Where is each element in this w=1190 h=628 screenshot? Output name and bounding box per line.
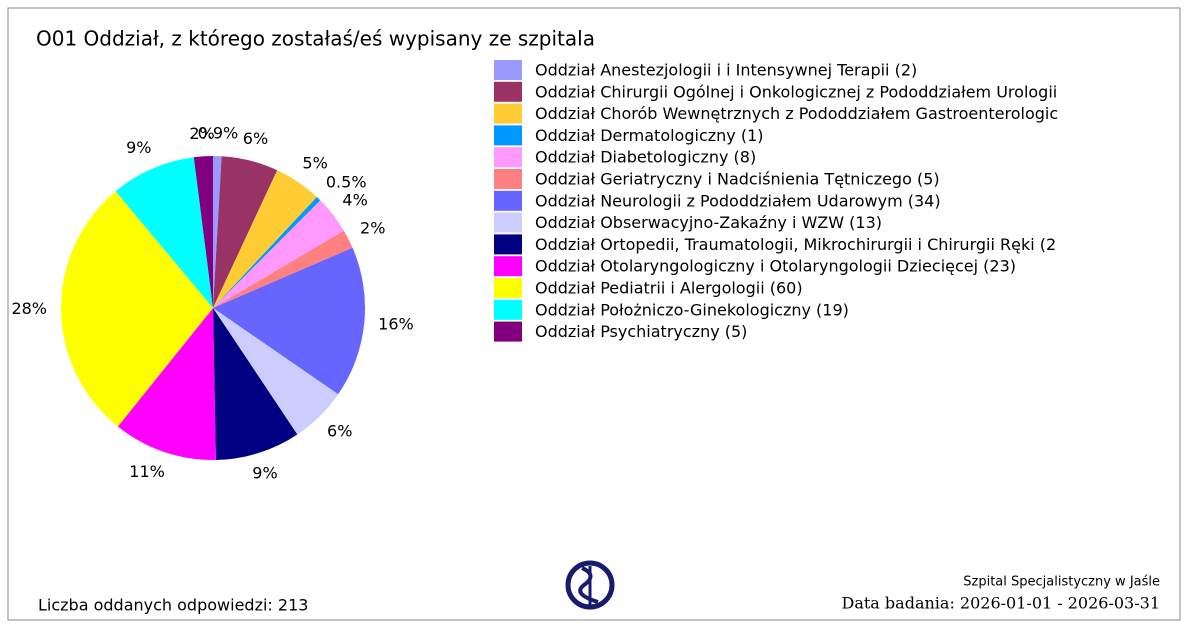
legend-swatch bbox=[494, 81, 522, 102]
legend-swatch bbox=[494, 299, 522, 320]
pie-slice bbox=[213, 247, 365, 395]
pie-slice bbox=[213, 170, 317, 308]
legend-label: Oddział Położniczo-Ginekologiczny (19) bbox=[535, 300, 849, 319]
legend-swatch bbox=[494, 147, 522, 168]
legend-swatch bbox=[494, 321, 522, 342]
pie-slice bbox=[115, 157, 213, 308]
pie-slice bbox=[117, 308, 216, 460]
pie-slice bbox=[213, 156, 278, 308]
pie-slice bbox=[213, 308, 298, 460]
data-label: 28% bbox=[11, 299, 47, 318]
legend-label: Oddział Diabetologiczny (8) bbox=[535, 148, 756, 167]
hospital: Szpital Specjalistyczny w Jaśle bbox=[963, 575, 1160, 590]
legend-swatch bbox=[494, 234, 522, 255]
data-label: 9% bbox=[252, 464, 277, 483]
pie-slice bbox=[213, 200, 344, 308]
legend-swatch bbox=[494, 190, 522, 211]
legend-label: Oddział Psychiatryczny (5) bbox=[535, 322, 747, 341]
legend-label: Oddział Anestezjologii i i Intensywnej T… bbox=[535, 61, 917, 80]
pie-slice bbox=[213, 156, 222, 308]
legend-swatch bbox=[494, 60, 522, 80]
legend-label: Oddział Obserwacyjno-Zakaźny i WZW (13) bbox=[535, 213, 882, 232]
responses: Liczba oddanych odpowiedzi: 213 bbox=[38, 596, 308, 615]
chart-title: O01 Oddział, z którego zostałaś/eś wypis… bbox=[36, 27, 595, 51]
pie-slice bbox=[60, 191, 214, 427]
legend-label: Oddział Chorób Wewnętrznych z Pododdział… bbox=[535, 104, 1058, 123]
legend-swatch bbox=[494, 256, 522, 277]
legend: Oddział Anestezjologii i i Intensywnej T… bbox=[494, 60, 1058, 342]
survey-date: Data badania: 2026-01-01 - 2026-03-31 bbox=[842, 594, 1161, 613]
data-label: 2% bbox=[189, 124, 214, 143]
legend-label: Oddział Geriatryczny i Nadciśnienia Tętn… bbox=[535, 170, 940, 189]
data-label: 6% bbox=[327, 422, 352, 441]
pie-slice bbox=[193, 156, 213, 308]
data-label: 0.9% bbox=[198, 124, 239, 143]
data-label: 2% bbox=[360, 219, 385, 238]
data-label: 5% bbox=[302, 153, 327, 172]
legend-swatch bbox=[494, 103, 522, 124]
legend-label: Oddział Ortopedii, Traumatologii, Mikroc… bbox=[535, 235, 1056, 254]
legend-swatch bbox=[494, 125, 522, 146]
data-label: 9% bbox=[126, 138, 151, 157]
pie-slice bbox=[213, 197, 321, 308]
logo bbox=[565, 560, 615, 610]
data-label: 16% bbox=[378, 315, 414, 334]
pie-slice bbox=[213, 308, 339, 435]
legend-swatch bbox=[494, 278, 522, 298]
legend-label: Oddział Dermatologiczny (1) bbox=[535, 126, 764, 145]
legend-label: Oddział Chirurgii Ogólnej i Onkologiczne… bbox=[535, 82, 1057, 101]
data-label: 4% bbox=[342, 191, 367, 210]
legend-swatch bbox=[494, 169, 522, 189]
pie-slice bbox=[213, 230, 353, 308]
legend-label: Oddział Pediatrii i Alergologii (60) bbox=[535, 279, 803, 298]
legend-label: Oddział Otolaryngologiczny i Otolaryngol… bbox=[535, 257, 1016, 276]
data-label: 0.5% bbox=[326, 172, 367, 191]
legend-label: Oddział Neurologii z Pododdziałem Udarow… bbox=[535, 191, 941, 210]
data-label: 6% bbox=[243, 129, 268, 148]
legend-swatch bbox=[494, 212, 522, 233]
data-label: 11% bbox=[129, 462, 165, 481]
